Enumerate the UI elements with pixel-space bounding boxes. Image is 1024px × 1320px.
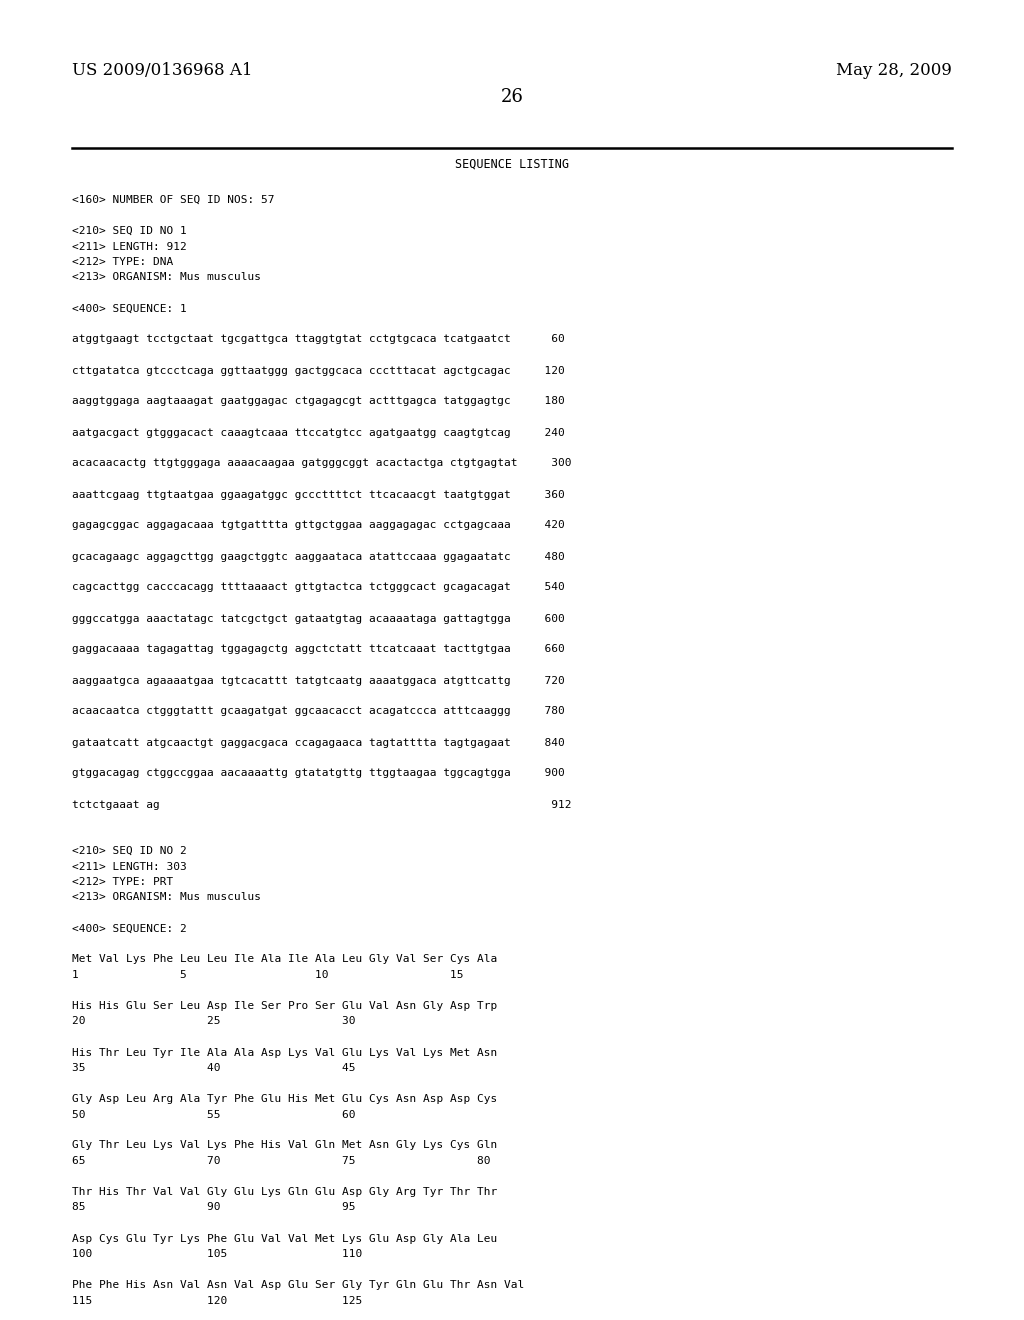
Text: aaattcgaag ttgtaatgaa ggaagatggc gcccttttct ttcacaacgt taatgtggat     360: aaattcgaag ttgtaatgaa ggaagatggc gcccttt… — [72, 490, 565, 499]
Text: 35                  40                  45: 35 40 45 — [72, 1063, 355, 1073]
Text: <212> TYPE: DNA: <212> TYPE: DNA — [72, 257, 173, 267]
Text: <210> SEQ ID NO 1: <210> SEQ ID NO 1 — [72, 226, 186, 236]
Text: gaggacaaaa tagagattag tggagagctg aggctctatt ttcatcaaat tacttgtgaa     660: gaggacaaaa tagagattag tggagagctg aggctct… — [72, 644, 565, 655]
Text: His His Glu Ser Leu Asp Ile Ser Pro Ser Glu Val Asn Gly Asp Trp: His His Glu Ser Leu Asp Ile Ser Pro Ser … — [72, 1001, 498, 1011]
Text: aatgacgact gtgggacact caaagtcaaa ttccatgtcc agatgaatgg caagtgtcag     240: aatgacgact gtgggacact caaagtcaaa ttccatg… — [72, 428, 565, 437]
Text: acaacaatca ctgggtattt gcaagatgat ggcaacacct acagatccca atttcaaggg     780: acaacaatca ctgggtattt gcaagatgat ggcaaca… — [72, 706, 565, 717]
Text: May 28, 2009: May 28, 2009 — [837, 62, 952, 79]
Text: Thr His Thr Val Val Gly Glu Lys Gln Glu Asp Gly Arg Tyr Thr Thr: Thr His Thr Val Val Gly Glu Lys Gln Glu … — [72, 1187, 498, 1197]
Text: <211> LENGTH: 912: <211> LENGTH: 912 — [72, 242, 186, 252]
Text: Phe Phe His Asn Val Asn Val Asp Glu Ser Gly Tyr Gln Glu Thr Asn Val: Phe Phe His Asn Val Asn Val Asp Glu Ser … — [72, 1280, 524, 1290]
Text: <212> TYPE: PRT: <212> TYPE: PRT — [72, 876, 173, 887]
Text: 85                  90                  95: 85 90 95 — [72, 1203, 355, 1213]
Text: aaggaatgca agaaaatgaa tgtcacattt tatgtcaatg aaaatggaca atgttcattg     720: aaggaatgca agaaaatgaa tgtcacattt tatgtca… — [72, 676, 565, 685]
Text: US 2009/0136968 A1: US 2009/0136968 A1 — [72, 62, 253, 79]
Text: <210> SEQ ID NO 2: <210> SEQ ID NO 2 — [72, 846, 186, 855]
Text: <400> SEQUENCE: 1: <400> SEQUENCE: 1 — [72, 304, 186, 314]
Text: 65                  70                  75                  80: 65 70 75 80 — [72, 1156, 490, 1166]
Text: Asp Cys Glu Tyr Lys Phe Glu Val Val Met Lys Glu Asp Gly Ala Leu: Asp Cys Glu Tyr Lys Phe Glu Val Val Met … — [72, 1233, 498, 1243]
Text: SEQUENCE LISTING: SEQUENCE LISTING — [455, 158, 569, 172]
Text: gggccatgga aaactatagc tatcgctgct gataatgtag acaaaataga gattagtgga     600: gggccatgga aaactatagc tatcgctgct gataatg… — [72, 614, 565, 623]
Text: <400> SEQUENCE: 2: <400> SEQUENCE: 2 — [72, 924, 186, 933]
Text: Gly Thr Leu Lys Val Lys Phe His Val Gln Met Asn Gly Lys Cys Gln: Gly Thr Leu Lys Val Lys Phe His Val Gln … — [72, 1140, 498, 1151]
Text: 26: 26 — [501, 88, 523, 106]
Text: acacaacactg ttgtgggaga aaaacaagaa gatgggcggt acactactga ctgtgagtat     300: acacaacactg ttgtgggaga aaaacaagaa gatggg… — [72, 458, 571, 469]
Text: cagcacttgg cacccacagg ttttaaaact gttgtactca tctgggcact gcagacagat     540: cagcacttgg cacccacagg ttttaaaact gttgtac… — [72, 582, 565, 593]
Text: tctctgaaat ag                                                          912: tctctgaaat ag 912 — [72, 800, 571, 809]
Text: <213> ORGANISM: Mus musculus: <213> ORGANISM: Mus musculus — [72, 892, 261, 903]
Text: 100                 105                 110: 100 105 110 — [72, 1249, 362, 1259]
Text: 20                  25                  30: 20 25 30 — [72, 1016, 355, 1027]
Text: aaggtggaga aagtaaagat gaatggagac ctgagagcgt actttgagca tatggagtgc     180: aaggtggaga aagtaaagat gaatggagac ctgagag… — [72, 396, 565, 407]
Text: His Thr Leu Tyr Ile Ala Ala Asp Lys Val Glu Lys Val Lys Met Asn: His Thr Leu Tyr Ile Ala Ala Asp Lys Val … — [72, 1048, 498, 1057]
Text: <160> NUMBER OF SEQ ID NOS: 57: <160> NUMBER OF SEQ ID NOS: 57 — [72, 195, 274, 205]
Text: gcacagaagc aggagcttgg gaagctggtc aaggaataca atattccaaa ggagaatatc     480: gcacagaagc aggagcttgg gaagctggtc aaggaat… — [72, 552, 565, 561]
Text: gtggacagag ctggccggaa aacaaaattg gtatatgttg ttggtaagaa tggcagtgga     900: gtggacagag ctggccggaa aacaaaattg gtatatg… — [72, 768, 565, 779]
Text: Met Val Lys Phe Leu Leu Ile Ala Ile Ala Leu Gly Val Ser Cys Ala: Met Val Lys Phe Leu Leu Ile Ala Ile Ala … — [72, 954, 498, 965]
Text: Gly Asp Leu Arg Ala Tyr Phe Glu His Met Glu Cys Asn Asp Asp Cys: Gly Asp Leu Arg Ala Tyr Phe Glu His Met … — [72, 1094, 498, 1104]
Text: 1               5                   10                  15: 1 5 10 15 — [72, 970, 464, 979]
Text: 115                 120                 125: 115 120 125 — [72, 1295, 362, 1305]
Text: <213> ORGANISM: Mus musculus: <213> ORGANISM: Mus musculus — [72, 272, 261, 282]
Text: atggtgaagt tcctgctaat tgcgattgca ttaggtgtat cctgtgcaca tcatgaatct      60: atggtgaagt tcctgctaat tgcgattgca ttaggtg… — [72, 334, 565, 345]
Text: gataatcatt atgcaactgt gaggacgaca ccagagaaca tagtatttta tagtgagaat     840: gataatcatt atgcaactgt gaggacgaca ccagaga… — [72, 738, 565, 747]
Text: cttgatatca gtccctcaga ggttaatggg gactggcaca ccctttacat agctgcagac     120: cttgatatca gtccctcaga ggttaatggg gactggc… — [72, 366, 565, 375]
Text: 50                  55                  60: 50 55 60 — [72, 1110, 355, 1119]
Text: gagagcggac aggagacaaa tgtgatttta gttgctggaa aaggagagac cctgagcaaa     420: gagagcggac aggagacaaa tgtgatttta gttgctg… — [72, 520, 565, 531]
Text: <211> LENGTH: 303: <211> LENGTH: 303 — [72, 862, 186, 871]
